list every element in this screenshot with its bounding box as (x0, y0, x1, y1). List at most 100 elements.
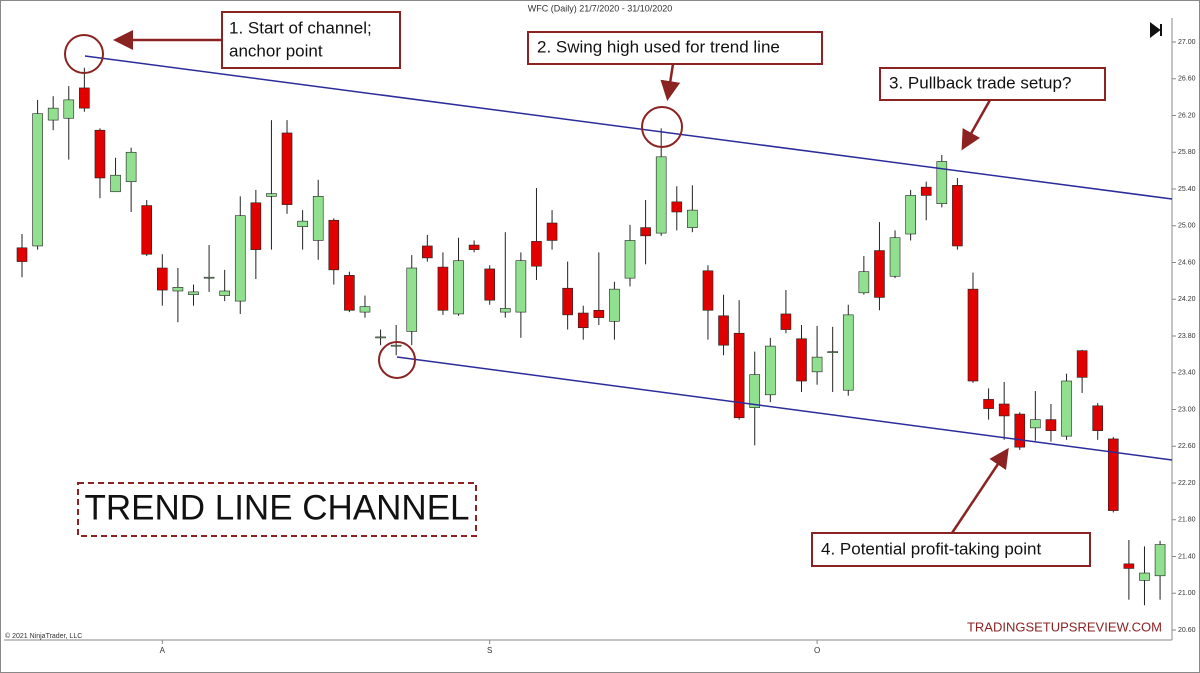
y-tick-label: 24.60 (1178, 259, 1196, 266)
down-body (484, 268, 496, 301)
up-body (1030, 419, 1041, 429)
down-body (1108, 438, 1119, 511)
y-tick-label: 23.00 (1178, 406, 1196, 413)
down-body (983, 399, 994, 409)
up-body (858, 271, 870, 294)
y-tick-label: 24.20 (1178, 296, 1196, 303)
down-body (640, 227, 651, 237)
arrow (961, 99, 992, 151)
up-body (1061, 380, 1072, 437)
candles (16, 67, 1166, 606)
highlight-circles (64, 34, 683, 379)
down-body (593, 309, 605, 318)
down-body (1092, 405, 1104, 431)
down-body (718, 315, 729, 346)
up-body (609, 288, 620, 322)
circle (641, 106, 683, 148)
up-body (687, 209, 698, 228)
down-body (1076, 350, 1088, 378)
callout-boxes (77, 11, 1106, 567)
y-tick-label: 25.40 (1178, 186, 1196, 193)
up-body (936, 161, 948, 205)
y-tick-label: 26.20 (1178, 112, 1196, 119)
down-body (780, 313, 792, 330)
up-body (765, 345, 776, 396)
up-body (375, 336, 386, 339)
scroll-end-button[interactable] (1150, 22, 1162, 38)
down-body (671, 201, 683, 213)
up-body (1154, 544, 1166, 577)
down-body (422, 245, 433, 259)
down-body (952, 185, 963, 247)
x-tick-label: A (160, 646, 166, 655)
circle (64, 34, 104, 74)
down-body (1123, 563, 1135, 569)
up-body (842, 314, 854, 391)
down-body (562, 287, 573, 316)
up-body (125, 151, 137, 182)
down-body (733, 332, 745, 419)
up-body (234, 215, 246, 302)
arrow (950, 447, 1009, 534)
down-body (141, 205, 153, 255)
down-body (79, 87, 90, 109)
down-body (702, 270, 714, 311)
down-body (796, 338, 807, 382)
down-body (531, 241, 542, 267)
down-body (94, 129, 106, 179)
up-body (811, 356, 823, 373)
up-body (110, 174, 121, 193)
callout-box (811, 532, 1091, 567)
up-body (749, 374, 761, 408)
up-body (312, 196, 324, 241)
up-body (827, 351, 838, 353)
callout-box (527, 31, 823, 65)
down-body (281, 132, 293, 205)
callout-text: 2. Swing high used for trend line (537, 37, 780, 56)
down-body (250, 202, 262, 250)
down-body (157, 267, 168, 291)
down-body (328, 219, 340, 271)
up-body (1139, 572, 1150, 581)
y-tick-label: 21.00 (1178, 590, 1196, 597)
chart-label: TREND LINE CHANNEL (84, 488, 469, 527)
callout-text: 4. Potential profit-taking point (821, 539, 1041, 558)
label-box (77, 482, 477, 537)
down-body (920, 186, 932, 196)
down-body (998, 403, 1010, 417)
x-tick-label: O (814, 646, 820, 655)
circle (378, 341, 416, 379)
y-tick-label: 22.60 (1178, 443, 1196, 450)
callout-box (221, 11, 401, 69)
y-tick-label: 20.60 (1178, 627, 1196, 634)
up-body (905, 195, 916, 235)
copyright: © 2021 NinjaTrader, LLC (5, 632, 82, 640)
y-tick-label: 25.00 (1178, 223, 1196, 230)
chart-title: WFC (Daily) 21/7/2020 - 31/10/2020 (528, 3, 673, 13)
down-body (577, 312, 589, 329)
arrow (660, 63, 681, 101)
down-body (874, 250, 885, 298)
y-tick-label: 23.80 (1178, 333, 1196, 340)
up-body (453, 260, 464, 315)
up-body (172, 287, 184, 292)
down-body (437, 266, 449, 311)
y-tick-label: 23.40 (1178, 370, 1196, 377)
callout-text: anchor point (229, 41, 323, 60)
down-body (1014, 413, 1026, 448)
up-body (297, 220, 308, 227)
up-body (655, 156, 667, 234)
down-body (468, 244, 480, 250)
up-body (889, 237, 901, 277)
up-body (359, 306, 371, 313)
watermark: TRADINGSETUPSREVIEW.COM (967, 619, 1162, 634)
up-body (219, 290, 230, 296)
up-body (32, 113, 43, 247)
down-body (16, 247, 28, 262)
callout-box (879, 67, 1106, 101)
down-body (1045, 419, 1057, 431)
y-tick-label: 21.80 (1178, 517, 1196, 524)
up-body (266, 193, 277, 197)
